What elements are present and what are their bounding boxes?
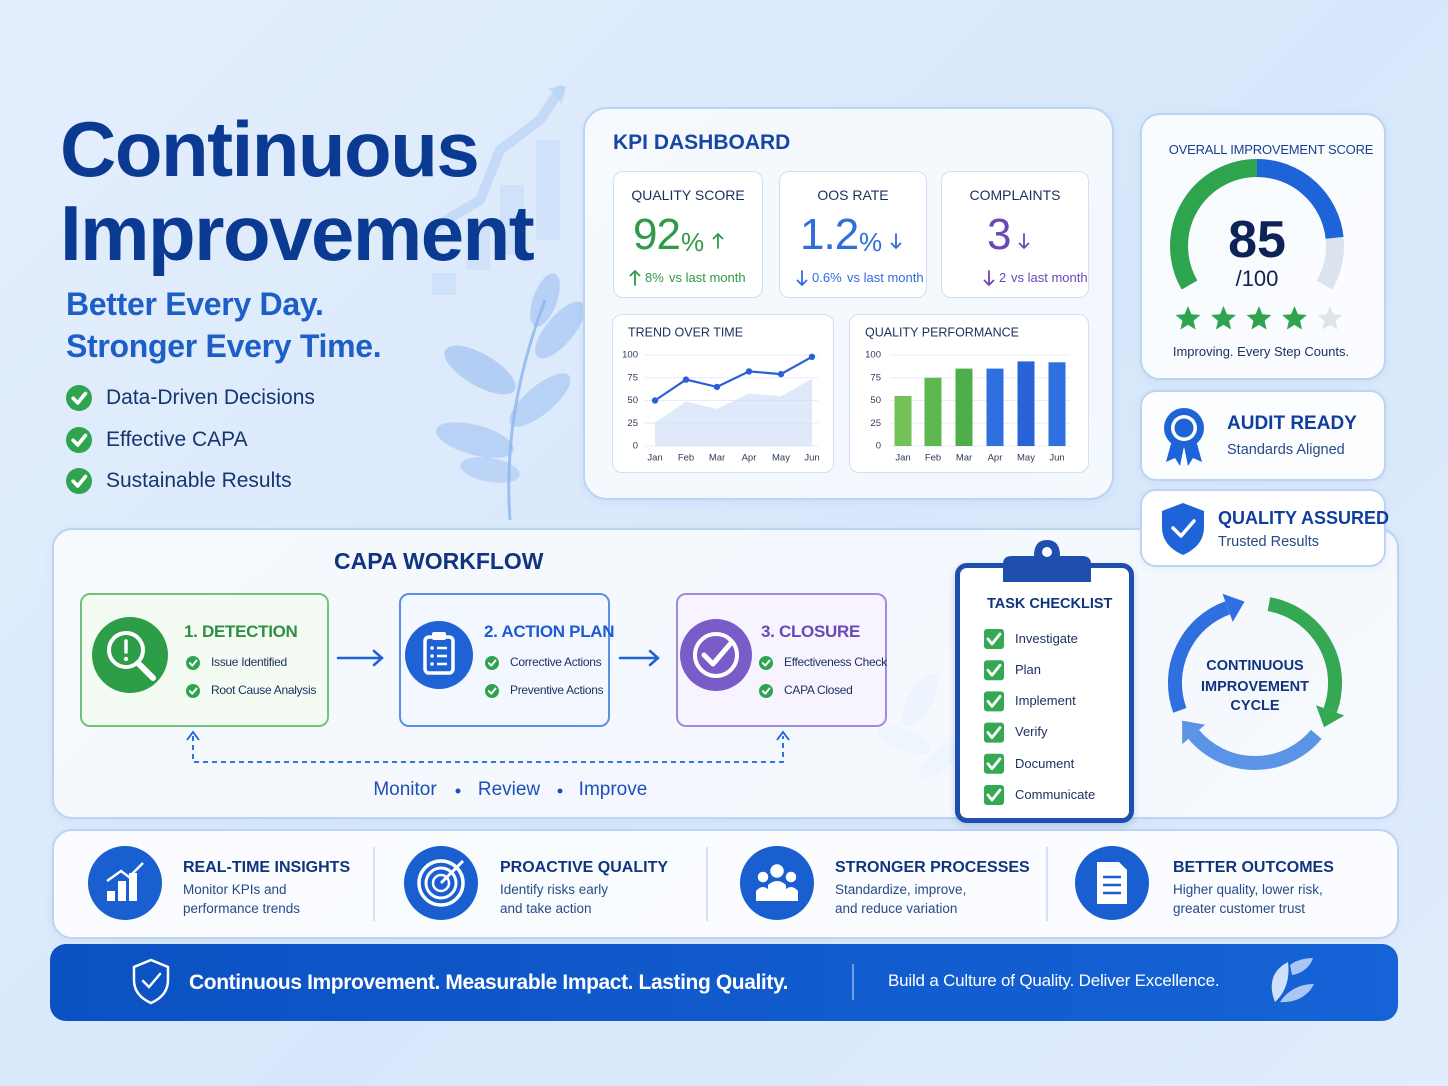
feature-desc: and reduce variation (835, 901, 958, 917)
features-panel (52, 829, 1399, 939)
kpi-unit: % (681, 226, 705, 257)
step-title: 2. ACTION PLAN (484, 622, 615, 642)
badge-title: AUDIT READY (1227, 413, 1357, 435)
loop-label: Monitor (373, 779, 437, 801)
badge-title: QUALITY ASSURED (1218, 507, 1390, 528)
kpi-value: 1.2 (800, 210, 859, 260)
feature-desc: Monitor KPIs and (183, 882, 287, 898)
chart-card (612, 314, 834, 473)
feature-desc: Identify risks early (500, 882, 609, 898)
step-title: 3. CLOSURE (761, 622, 861, 642)
tagline: Stronger Every Time. (66, 327, 382, 364)
score-caption: Improving. Every Step Counts. (1172, 343, 1350, 359)
checklist-title: TASK CHECKLIST (987, 595, 1113, 612)
kpi-change: 2 (999, 269, 1007, 285)
kpi-card (941, 171, 1089, 298)
step-item: Issue Identified (211, 655, 287, 670)
checklist-item: Verify (1015, 724, 1048, 740)
title: Improvement (60, 188, 535, 277)
loop-label: Review (477, 779, 541, 801)
kpi-label: OOS RATE (817, 187, 889, 204)
section-title: CAPA WORKFLOW (334, 547, 544, 574)
kpi-value: 92 (633, 210, 681, 260)
step-item: Corrective Actions (510, 655, 602, 670)
step-item: CAPA Closed (784, 683, 853, 698)
checklist-item: Plan (1015, 662, 1042, 677)
bullet-text: Effective CAPA (106, 427, 248, 451)
feature-desc: performance trends (183, 901, 301, 917)
feature-desc: Higher quality, lower risk, (1173, 882, 1323, 898)
feature-title: STRONGER PROCESSES (835, 858, 1030, 876)
kpi-unit: % (859, 226, 883, 257)
checklist-item: Investigate (1015, 630, 1078, 646)
tagline: Better Every Day. (66, 285, 324, 322)
kpi-change: 8% (645, 269, 664, 285)
kpi-change-text: vs last month (1011, 269, 1088, 285)
step-card (80, 593, 329, 727)
score-max: /100 (1235, 266, 1279, 292)
kpi-change-text: vs last month (669, 269, 746, 285)
loop-label: Improve (578, 779, 648, 801)
feature-title: BETTER OUTCOMES (1173, 858, 1334, 876)
kpi-change-text: vs last month (847, 269, 924, 285)
score-title: OVERALL IMPROVEMENT SCORE (1168, 141, 1374, 157)
step-item: Effectiveness Check (784, 655, 887, 670)
checklist-item: Document (1015, 755, 1075, 771)
step-item: Preventive Actions (510, 683, 604, 698)
badge-subtitle: Standards Aligned (1227, 441, 1345, 458)
checklist-item: Communicate (1015, 786, 1096, 802)
feature-title: PROACTIVE QUALITY (500, 858, 669, 876)
feature-desc: Standardize, improve, (835, 882, 967, 898)
cycle-label: CONTINUOUS (1206, 657, 1304, 674)
kpi-change: 0.6% (812, 269, 842, 285)
footer-banner (50, 944, 1398, 1021)
feature-desc: greater customer trust (1173, 901, 1306, 917)
feature-title: REAL-TIME INSIGHTS (183, 858, 351, 876)
kpi-value: 3 (987, 210, 1012, 260)
bullet-text: Data-Driven Decisions (106, 385, 315, 409)
footer-secondary: Build a Culture of Quality. Deliver Exce… (888, 971, 1220, 991)
checklist-item: Implement (1015, 693, 1076, 709)
footer-main: Continuous Improvement. Measurable Impac… (189, 970, 789, 994)
title: Continuous (60, 104, 480, 193)
kpi-label: QUALITY SCORE (631, 187, 745, 204)
step-title: 1. DETECTION (184, 622, 298, 642)
feature-desc: and take action (500, 901, 592, 917)
score-value: 85 (1228, 211, 1286, 270)
step-item: Root Cause Analysis (211, 683, 317, 698)
cycle-label: CYCLE (1230, 697, 1280, 714)
cycle-label: IMPROVEMENT (1201, 678, 1309, 695)
chart-card (849, 314, 1089, 473)
kpi-label: COMPLAINTS (969, 187, 1061, 204)
bullet-text: Sustainable Results (106, 468, 292, 492)
section-title: KPI DASHBOARD (613, 130, 791, 154)
badge-subtitle: Trusted Results (1218, 533, 1319, 550)
